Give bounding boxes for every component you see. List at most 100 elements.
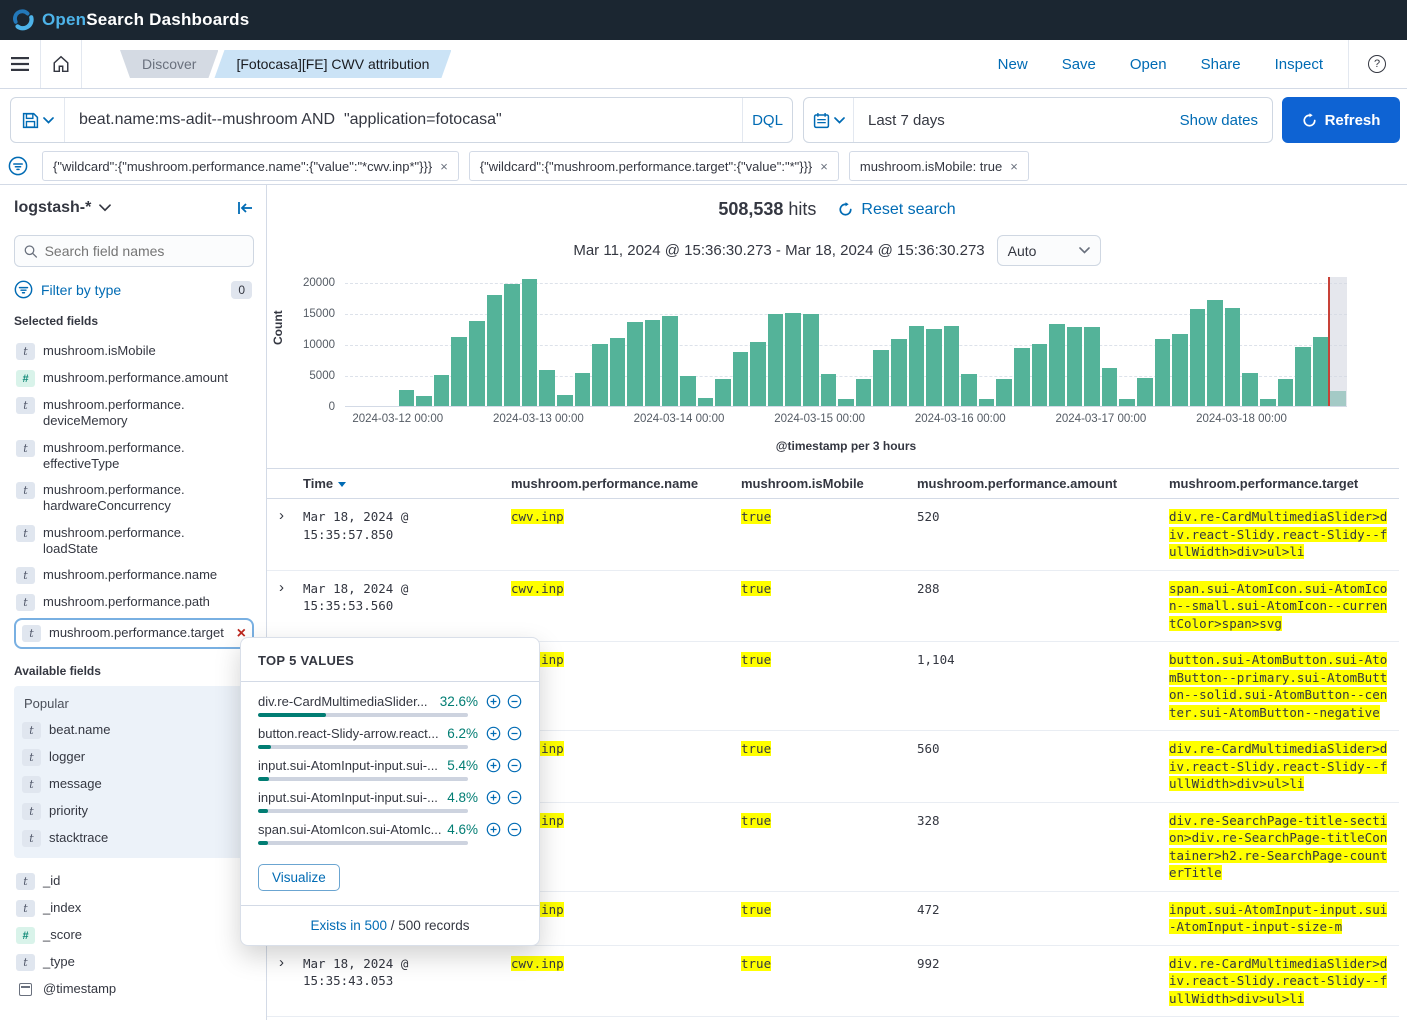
histogram-bar[interactable] <box>1031 344 1048 406</box>
remove-field-icon[interactable]: × <box>236 624 246 642</box>
query-language-button[interactable]: DQL <box>742 98 792 142</box>
histogram-bar[interactable] <box>1066 326 1083 406</box>
help-button[interactable]: ? <box>1357 40 1397 88</box>
refresh-button[interactable]: Refresh <box>1282 97 1400 143</box>
nav-link-inspect[interactable]: Inspect <box>1274 55 1323 73</box>
histogram-bar[interactable] <box>679 375 696 406</box>
home-button[interactable] <box>41 40 81 88</box>
histogram-bar[interactable] <box>592 344 608 406</box>
filter-for-value-icon[interactable] <box>486 726 501 741</box>
field-item[interactable]: t message <box>20 771 248 798</box>
column-header-amount[interactable]: mushroom.performance.amount <box>917 476 1118 491</box>
field-item[interactable]: t priority <box>20 798 248 825</box>
field-item[interactable]: t mushroom.​performance.​hardwareConcurre… <box>14 477 254 520</box>
field-item[interactable]: t mushroom.​performance.​effectiveType <box>14 435 254 478</box>
histogram-bar[interactable] <box>486 295 503 406</box>
filter-out-value-icon[interactable] <box>507 758 522 773</box>
histogram-bar[interactable] <box>451 337 468 406</box>
remove-filter-icon[interactable]: × <box>440 158 448 174</box>
histogram-bar[interactable] <box>1295 347 1311 406</box>
histogram-bar[interactable] <box>750 341 766 406</box>
nav-link-open[interactable]: Open <box>1129 55 1167 73</box>
histogram-bar[interactable] <box>1013 347 1030 406</box>
histogram-bar[interactable] <box>1172 334 1188 406</box>
remove-filter-icon[interactable]: × <box>1010 158 1018 174</box>
histogram-bar[interactable] <box>785 313 802 406</box>
field-item[interactable]: t stacktrace <box>20 825 248 852</box>
show-dates-link[interactable]: Show dates <box>1179 111 1258 129</box>
histogram-bar[interactable] <box>556 394 573 406</box>
breadcrumb-item[interactable]: [Fotocasa][FE] CWV attribution <box>214 50 451 78</box>
histogram-bar[interactable] <box>609 337 626 406</box>
histogram-bar[interactable] <box>715 378 731 406</box>
histogram-bar[interactable] <box>469 321 485 406</box>
histogram-bar[interactable] <box>539 370 555 406</box>
histogram-bar[interactable] <box>1207 299 1223 406</box>
histogram-bar[interactable] <box>1312 336 1329 406</box>
nav-link-new[interactable]: New <box>997 55 1028 73</box>
histogram-bar[interactable] <box>1119 398 1136 406</box>
histogram-bar[interactable] <box>1084 326 1100 406</box>
histogram-bar[interactable] <box>890 339 907 406</box>
collapse-sidebar-icon[interactable] <box>237 201 254 215</box>
histogram-bar[interactable] <box>697 397 714 406</box>
field-item[interactable]: t mushroom.​performance.​path <box>14 589 254 616</box>
histogram-bar[interactable] <box>926 328 942 406</box>
histogram-bar[interactable] <box>767 314 784 406</box>
histogram-bar[interactable] <box>1154 338 1171 406</box>
histogram-bar[interactable] <box>873 349 889 406</box>
field-item[interactable]: t mushroom.​performance.​target <box>22 623 233 644</box>
field-search[interactable] <box>14 235 254 267</box>
histogram-bar[interactable] <box>803 313 819 406</box>
visualize-button[interactable]: Visualize <box>258 864 340 891</box>
reset-search-button[interactable]: Reset search <box>838 201 956 219</box>
filter-for-value-icon[interactable] <box>486 694 501 709</box>
filter-pill[interactable]: {"wildcard":{"mushroom.performance.targe… <box>468 151 839 181</box>
expand-row-icon[interactable]: › <box>279 507 284 524</box>
column-header-time[interactable]: Time <box>297 469 505 498</box>
breadcrumb-item[interactable]: Discover <box>120 50 218 78</box>
query-input[interactable] <box>65 111 742 129</box>
filter-out-value-icon[interactable] <box>507 790 522 805</box>
menu-button[interactable] <box>0 40 40 88</box>
histogram-bar[interactable] <box>996 378 1012 406</box>
histogram-bar[interactable] <box>1049 324 1065 406</box>
field-item[interactable]: # mushroom.​performance.​amount <box>14 365 254 392</box>
histogram-bar[interactable] <box>961 373 977 406</box>
field-item[interactable]: t _type <box>14 949 254 976</box>
histogram-bar[interactable] <box>1101 368 1118 406</box>
filter-for-value-icon[interactable] <box>486 758 501 773</box>
filter-pill[interactable]: {"wildcard":{"mushroom.performance.name"… <box>42 151 459 181</box>
selected-field-highlight[interactable]: t mushroom.​performance.​target × <box>14 618 254 649</box>
histogram-bar[interactable] <box>1242 373 1259 406</box>
column-header-target[interactable]: mushroom.performance.target <box>1169 476 1359 491</box>
nav-link-share[interactable]: Share <box>1200 55 1241 73</box>
histogram-bar[interactable] <box>627 322 643 406</box>
field-item[interactable]: t mushroom.​performance.​deviceMemory <box>14 392 254 435</box>
filter-by-type[interactable]: Filter by type 0 <box>14 280 254 299</box>
histogram-bar[interactable] <box>504 284 520 406</box>
histogram-bar[interactable] <box>644 319 661 406</box>
expand-row-icon[interactable]: › <box>279 578 284 596</box>
chevron-down-icon[interactable] <box>99 204 112 212</box>
field-item[interactable]: t _index <box>14 895 254 922</box>
histogram-bar[interactable] <box>1260 398 1276 406</box>
histogram-bar[interactable] <box>521 279 538 406</box>
field-item[interactable]: t beat.​name <box>20 717 248 744</box>
histogram-bar[interactable] <box>908 326 925 406</box>
histogram-bar[interactable] <box>416 396 432 406</box>
filter-pill[interactable]: mushroom.isMobile: true × <box>848 151 1029 181</box>
filter-circle-icon[interactable] <box>8 156 28 176</box>
field-item[interactable]: t mushroom.​performance.​name <box>14 562 254 589</box>
exists-in-link[interactable]: Exists in 500 <box>310 918 387 933</box>
saved-query-button[interactable] <box>11 98 65 142</box>
histogram-bar[interactable] <box>978 399 995 406</box>
column-header-ismobile[interactable]: mushroom.isMobile <box>741 476 864 491</box>
field-item[interactable]: t logger <box>20 744 248 771</box>
histogram-bar[interactable] <box>574 372 591 406</box>
histogram-bar[interactable] <box>855 379 872 406</box>
histogram-bar[interactable] <box>662 315 678 406</box>
time-range-value[interactable]: Last 7 days <box>868 111 945 129</box>
nav-link-save[interactable]: Save <box>1061 55 1096 73</box>
filter-for-value-icon[interactable] <box>486 822 501 837</box>
